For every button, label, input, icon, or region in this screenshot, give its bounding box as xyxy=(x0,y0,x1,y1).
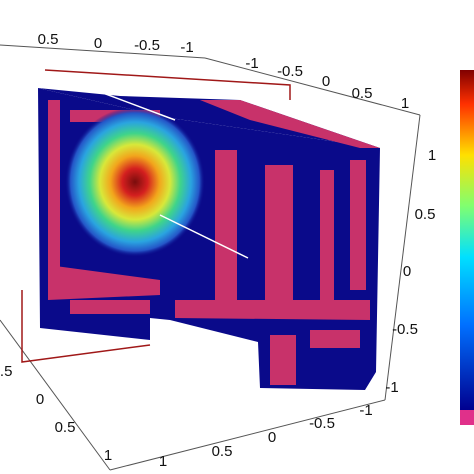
axis-lines xyxy=(0,44,421,471)
axis-tick-label: 0.5 xyxy=(212,443,233,460)
axis-tick-label: 0.5 xyxy=(0,363,12,380)
axis-tick-label: -1 xyxy=(245,55,258,72)
axis-tick-label: 1 xyxy=(428,147,436,164)
axis-tick-label: 0.5 xyxy=(415,206,436,223)
colorbar-nan xyxy=(460,410,474,425)
vectors xyxy=(94,89,249,259)
axis-tick-label: 0 xyxy=(403,263,411,280)
axis-tick-label: -1 xyxy=(180,39,193,56)
axis-tick-label: 0.5 xyxy=(55,419,76,436)
axis-tick-label: -1 xyxy=(359,402,372,419)
axis-tick-label: -0.5 xyxy=(392,321,418,338)
bounding-box xyxy=(21,69,291,363)
top-face xyxy=(38,88,380,148)
axis-tick-label: -0.5 xyxy=(277,63,303,80)
axis-tick-label: 1 xyxy=(401,95,409,112)
axis-tick-label: 0.5 xyxy=(38,31,59,48)
stripes xyxy=(48,100,380,385)
colorbar xyxy=(460,70,474,410)
axis-labels: 0.5 0 -0.5 -1 -1 -0.5 0 0.5 1 1 0.5 0 -0.5 -1 1 0.5 0 -0.… xyxy=(0,31,436,470)
axis-tick-label: -1 xyxy=(385,379,398,396)
axis-tick-label: 0 xyxy=(322,73,330,90)
axis-tick-label: 0 xyxy=(94,35,102,52)
axis-tick-label: -0.5 xyxy=(134,37,160,54)
axis-tick-label: 1 xyxy=(104,447,112,464)
axis-tick-label: 0 xyxy=(268,429,276,446)
heat-spot xyxy=(65,107,205,257)
axis-tick-label: 0.5 xyxy=(352,85,373,102)
axis-tick-label: 0 xyxy=(36,391,44,408)
axis-tick-label: -0.5 xyxy=(309,415,335,432)
axis-tick-label: 1 xyxy=(159,453,167,470)
